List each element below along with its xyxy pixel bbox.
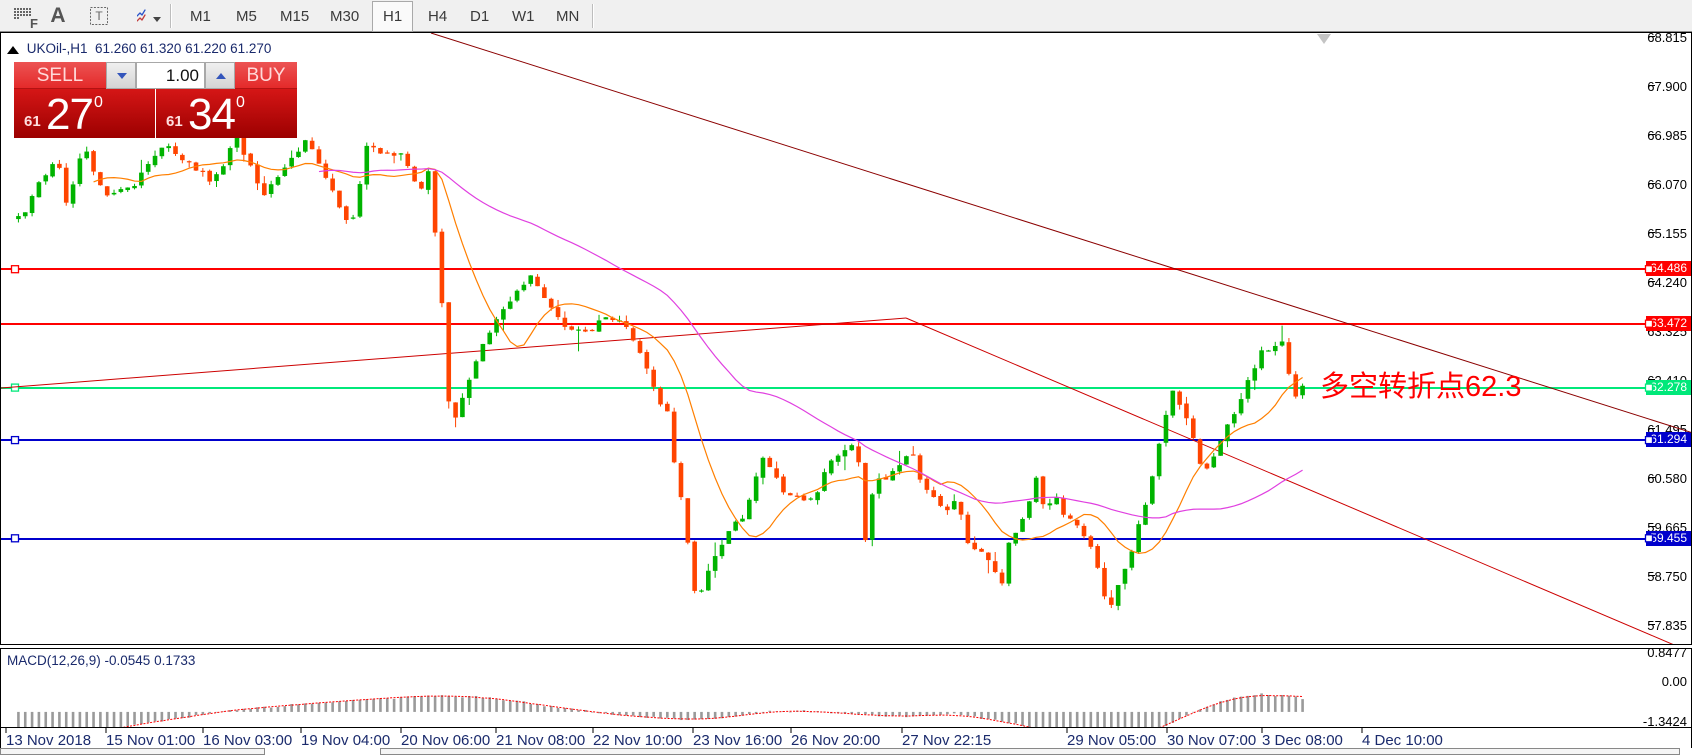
svg-text:T: T — [95, 9, 103, 23]
